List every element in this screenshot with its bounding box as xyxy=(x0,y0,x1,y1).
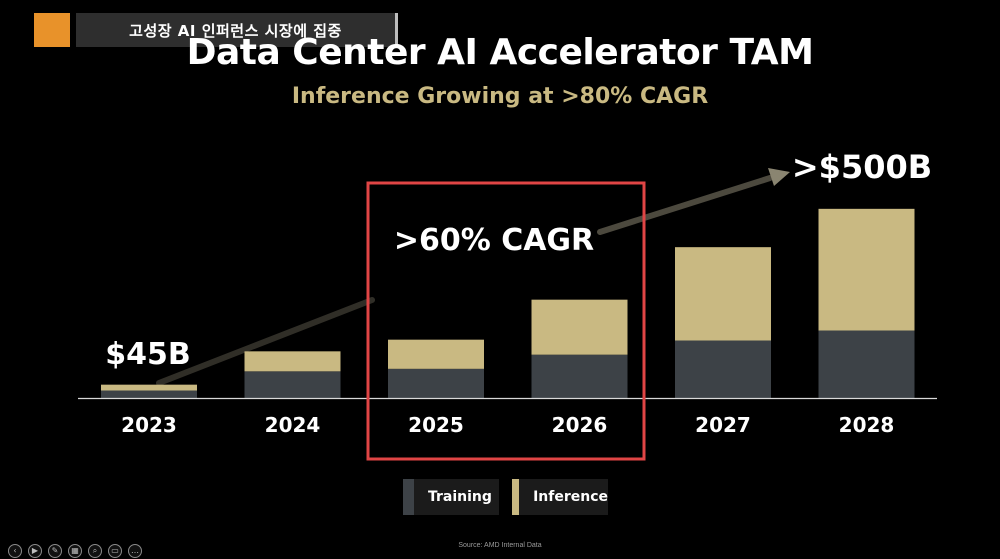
bar-training-2026 xyxy=(531,354,628,398)
more-icon[interactable]: … xyxy=(128,544,142,558)
growth-arrow-left xyxy=(156,297,375,386)
x-tick-label-2026: 2026 xyxy=(552,413,608,437)
bar-training-2025 xyxy=(388,368,484,398)
banner-accent xyxy=(34,13,70,47)
x-tick-label-2027: 2027 xyxy=(695,413,751,437)
legend-label-inference: Inference xyxy=(533,489,608,505)
annotation-cagr: >60% CAGR xyxy=(394,223,594,258)
legend-swatch-training xyxy=(403,479,414,515)
annotation-2023-total: $45B xyxy=(105,337,191,372)
bar-training-2023 xyxy=(101,390,197,398)
legend-item-training: Training xyxy=(403,479,499,515)
bar-inference-2027 xyxy=(675,247,771,341)
bar-inference-2024 xyxy=(244,351,341,372)
zoom-icon[interactable]: ⌕ xyxy=(88,544,102,558)
x-tick-label-2028: 2028 xyxy=(839,413,895,437)
chart-subtitle: Inference Growing at >80% CAGR xyxy=(291,84,709,109)
bar-training-2024 xyxy=(244,371,341,398)
bar-inference-2026 xyxy=(531,299,628,355)
source-note: Source: AMD Internal Data xyxy=(458,542,542,549)
highlight-box-2025-2026 xyxy=(366,181,646,461)
x-tick-label-2024: 2024 xyxy=(265,413,321,437)
legend-label-training: Training xyxy=(428,489,492,505)
caption-banner: 고성장 AI 인퍼런스 시장에 집중 xyxy=(76,13,398,47)
bar-inference-2023 xyxy=(101,384,197,391)
legend-item-inference: Inference xyxy=(512,479,608,515)
x-tick-label-2023: 2023 xyxy=(121,413,177,437)
growth-arrow-right xyxy=(597,175,773,235)
slides-icon[interactable]: ▦ xyxy=(68,544,82,558)
growth-arrow-head xyxy=(768,168,790,186)
presentation-toolbar: ‹ ▶ ✎ ▦ ⌕ ▭ … xyxy=(8,543,142,559)
pen-icon[interactable]: ✎ xyxy=(48,544,62,558)
bar-training-2028 xyxy=(818,330,915,398)
bar-inference-2025 xyxy=(388,339,484,369)
x-tick-label-2025: 2025 xyxy=(408,413,464,437)
legend-swatch-inference xyxy=(512,479,520,515)
chart-title: Data Center AI Accelerator TAM xyxy=(186,32,814,73)
prev-icon[interactable]: ‹ xyxy=(8,544,22,558)
annotation-2028-total: >$500B xyxy=(792,148,932,186)
subtitles-icon[interactable]: ▭ xyxy=(108,544,122,558)
bar-inference-2028 xyxy=(818,208,915,331)
bar-training-2027 xyxy=(675,340,771,398)
play-icon[interactable]: ▶ xyxy=(28,544,42,558)
